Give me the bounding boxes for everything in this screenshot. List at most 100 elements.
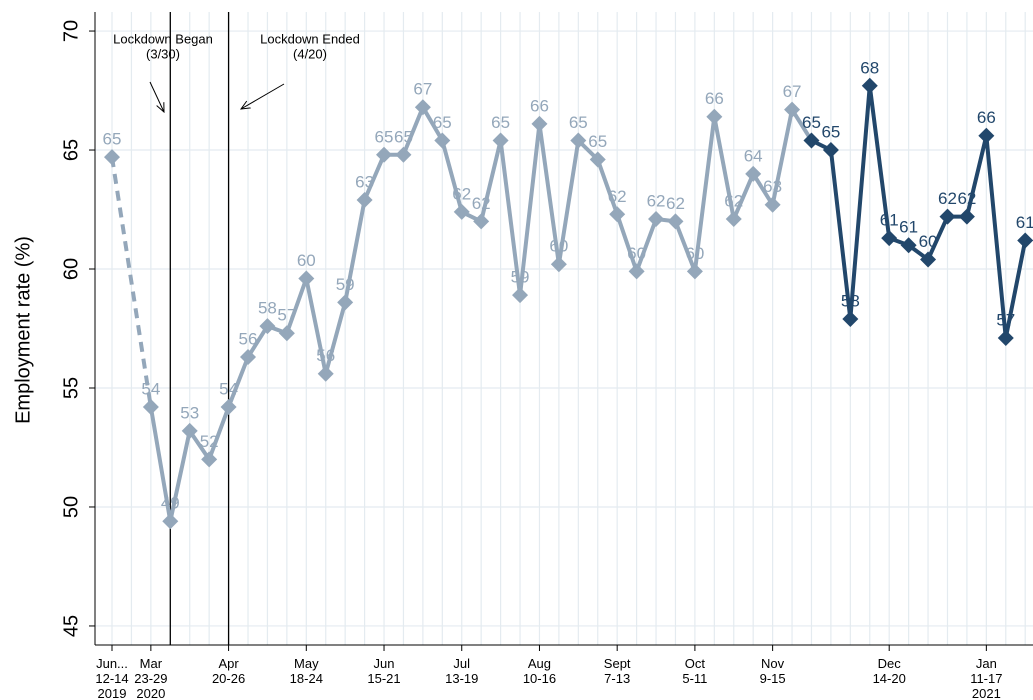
- data-label: 59: [511, 268, 530, 287]
- marker: [201, 451, 218, 468]
- data-label: 62: [724, 192, 743, 211]
- x-tick-label-line: Jun: [374, 656, 395, 671]
- data-label: 60: [549, 237, 568, 256]
- x-tick-label-line: 2021: [972, 686, 1001, 700]
- x-tick-label: May 18-24: [290, 656, 323, 686]
- data-label: 62: [608, 187, 627, 206]
- data-label: 62: [957, 189, 976, 208]
- data-label: 62: [647, 192, 666, 211]
- marker: [589, 151, 606, 168]
- x-tick-label: Jun... 12-14 2019: [95, 656, 128, 700]
- marker: [628, 263, 645, 280]
- marker: [745, 165, 762, 182]
- data-label: 63: [763, 177, 782, 196]
- x-tick-label-line: 14-20: [873, 671, 906, 686]
- x-tick-label: Oct 5-11: [682, 656, 707, 686]
- series-line: [148, 105, 795, 524]
- x-tick-label: Jul 13-19: [445, 656, 478, 686]
- annotation: Lockdown Began: [113, 31, 213, 46]
- marker: [822, 142, 839, 159]
- annotation-arrow: [149, 81, 164, 112]
- marker: [317, 365, 334, 382]
- marker: [473, 213, 490, 230]
- marker: [162, 513, 179, 530]
- data-label: 66: [977, 108, 996, 127]
- data-label: 58: [841, 291, 860, 310]
- data-label: 57: [277, 306, 296, 325]
- x-tick-label: Jun 15-21: [367, 656, 400, 686]
- marker: [784, 101, 801, 118]
- x-tick-label: Sept 7-13: [604, 656, 631, 686]
- marker: [278, 325, 295, 342]
- data-label: 65: [375, 127, 394, 146]
- data-label: 60: [297, 251, 316, 270]
- y-axis-title: Employment rate (%): [12, 236, 34, 424]
- x-tick-label-line: Oct: [685, 656, 706, 671]
- x-tick-label: Mar 23-29 2020: [134, 656, 167, 700]
- marker: [609, 206, 626, 223]
- data-label: 65: [433, 113, 452, 132]
- data-label: 63: [355, 172, 374, 191]
- marker: [298, 270, 315, 287]
- data-label: 53: [180, 403, 199, 422]
- x-tick-label-line: 13-19: [445, 671, 478, 686]
- marker: [550, 256, 567, 273]
- marker: [958, 208, 975, 225]
- series-line: [810, 83, 1028, 341]
- marker: [356, 191, 373, 208]
- marker: [725, 211, 742, 228]
- y-tick-label: 45: [60, 615, 82, 637]
- marker: [570, 132, 587, 149]
- data-label: 49: [161, 494, 180, 513]
- y-tick-label: 55: [60, 377, 82, 399]
- x-tick-label-line: Dec: [878, 656, 902, 671]
- data-label: 61: [1016, 213, 1033, 232]
- data-label: 65: [103, 130, 122, 149]
- x-tick-label-line: Mar: [140, 656, 163, 671]
- x-tick-label-line: Jan: [976, 656, 997, 671]
- x-tick-label: Jan 11-17 2021: [970, 656, 1002, 700]
- data-label: 65: [821, 123, 840, 142]
- x-tick-label-line: 11-17: [970, 671, 1002, 686]
- marker: [240, 349, 257, 366]
- marker: [142, 399, 159, 416]
- annotation-arrow: [241, 83, 285, 109]
- x-tick-label-line: Sept: [604, 656, 631, 671]
- x-tick-label-line: 18-24: [290, 671, 323, 686]
- annotation: (3/30): [146, 46, 180, 61]
- data-label: 54: [219, 380, 238, 399]
- marker: [881, 230, 898, 247]
- data-label: 62: [938, 189, 957, 208]
- data-label: 64: [744, 146, 763, 165]
- data-label: 54: [141, 380, 160, 399]
- y-tick-label: 70: [60, 20, 82, 42]
- marker: [512, 287, 529, 304]
- data-label: 52: [200, 432, 219, 451]
- x-tick-label-line: 10-16: [523, 671, 556, 686]
- data-label: 65: [491, 113, 510, 132]
- data-label: 62: [472, 194, 491, 213]
- data-label: 61: [899, 218, 918, 237]
- x-tick-label: Dec 14-20: [873, 656, 906, 686]
- y-tick-label: 50: [60, 496, 82, 518]
- marker: [648, 211, 665, 228]
- x-tick-label-line: 2020: [136, 686, 165, 700]
- x-tick-label-line: 2019: [98, 686, 127, 700]
- marker: [861, 77, 878, 94]
- data-label: 57: [996, 311, 1015, 330]
- data-label: 62: [666, 194, 685, 213]
- marker: [376, 146, 393, 163]
- x-tick-label: Nov 9-15: [760, 656, 786, 686]
- data-label: 62: [452, 184, 471, 203]
- y-tick-label: 60: [60, 258, 82, 280]
- data-label: 56: [239, 330, 258, 349]
- line-bridge: [790, 108, 814, 142]
- x-tick-label-line: 23-29: [134, 671, 167, 686]
- data-label: 65: [802, 113, 821, 132]
- marker: [492, 132, 509, 149]
- marker: [706, 108, 723, 125]
- marker: [1017, 232, 1033, 249]
- x-tick-label-line: Nov: [761, 656, 785, 671]
- marker: [395, 146, 412, 163]
